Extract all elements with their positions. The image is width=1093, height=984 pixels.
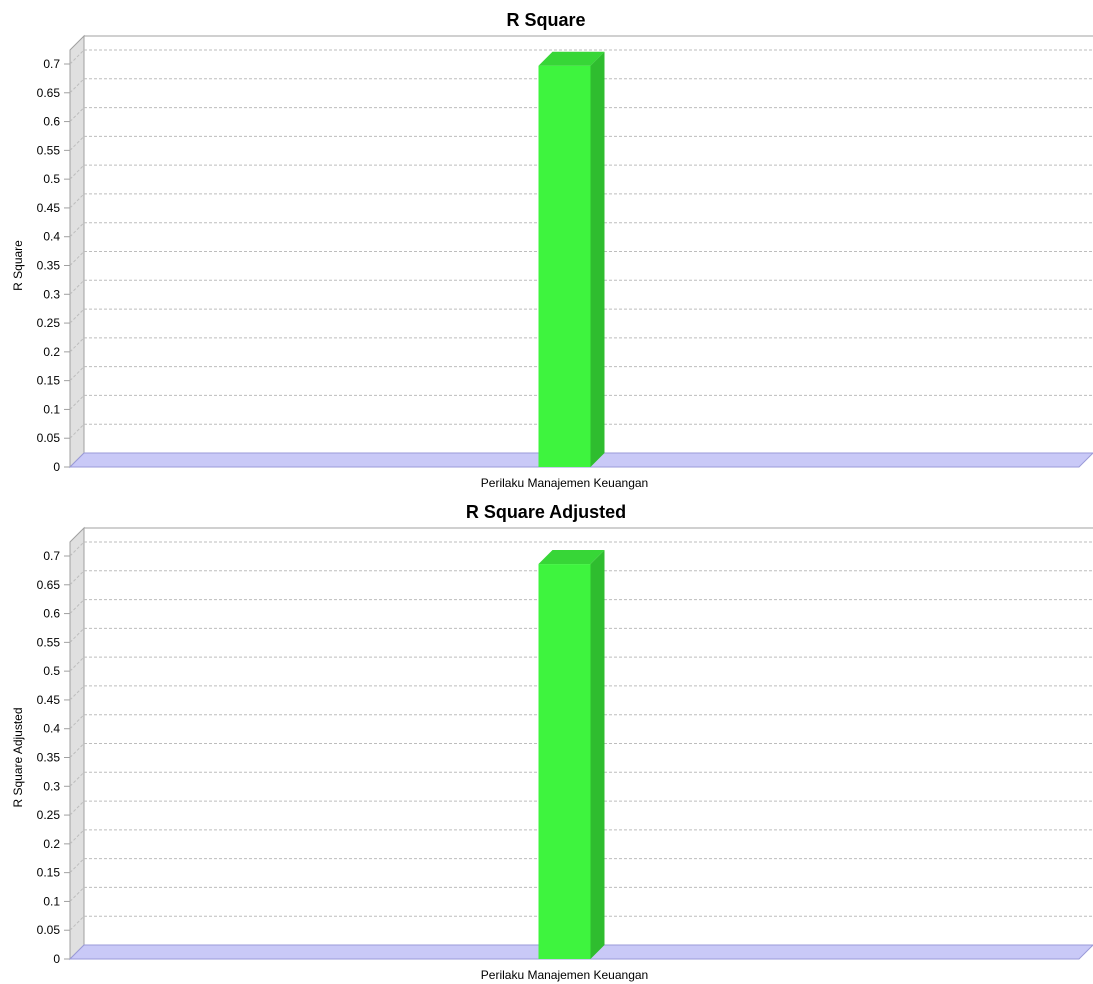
gridline-side <box>69 743 85 758</box>
gridline-side <box>69 423 85 439</box>
y-tick-label: 0.15 <box>37 374 61 388</box>
y-tick-label: 0.3 <box>43 287 60 301</box>
gridline-side <box>69 771 85 787</box>
y-tick-label: 0.5 <box>43 664 60 678</box>
bar-top <box>538 550 605 565</box>
y-tick-label: 0.65 <box>37 578 61 592</box>
left-wall <box>69 34 85 469</box>
gridline-side <box>69 800 85 816</box>
gridline-side <box>69 829 85 845</box>
y-tick-label: 0.05 <box>37 431 61 445</box>
y-tick-label: 0.5 <box>43 172 60 186</box>
gridline-side <box>69 164 85 180</box>
y-tick-label: 0.4 <box>43 722 60 736</box>
chart-title: R Square <box>506 10 585 30</box>
y-tick-label: 0.05 <box>37 923 61 937</box>
chart-title: R Square Adjusted <box>466 502 626 522</box>
y-tick-label: 0.7 <box>43 549 60 563</box>
y-tick-label: 0.1 <box>43 894 60 908</box>
y-tick-label: 0.4 <box>43 230 60 244</box>
y-tick-label: 0.3 <box>43 779 60 793</box>
gridline-side <box>69 685 85 701</box>
y-tick-label: 0 <box>53 952 60 966</box>
y-tick-label: 0.2 <box>43 345 60 359</box>
gridline-side <box>69 193 85 209</box>
y-tick-label: 0.6 <box>43 115 60 129</box>
gridline-side <box>69 337 85 353</box>
y-tick-label: 0 <box>53 460 60 474</box>
gridline-side <box>69 628 85 643</box>
y-axis-label: R Square Adjusted <box>11 707 25 807</box>
gridline-side <box>69 251 85 266</box>
y-tick-label: 0.7 <box>43 57 60 71</box>
gridline-side <box>69 279 85 295</box>
y-tick-label: 0.25 <box>37 316 61 330</box>
gridline-side <box>69 78 85 94</box>
gridline-side <box>69 222 85 238</box>
gridline-side <box>69 858 85 873</box>
gridline-side <box>69 570 85 586</box>
y-tick-label: 0.15 <box>37 866 61 880</box>
y-tick-label: 0.45 <box>37 693 61 707</box>
bar-side <box>590 51 605 467</box>
bar-front <box>538 564 591 959</box>
y-axis-label: R Square <box>11 240 25 291</box>
y-tick-label: 0.1 <box>43 402 60 416</box>
gridline-side <box>69 366 85 381</box>
y-tick-label: 0.35 <box>37 259 61 273</box>
y-tick-label: 0.45 <box>37 201 61 215</box>
x-category-label: Perilaku Manajemen Keuangan <box>481 968 648 982</box>
gridline-side <box>69 49 85 65</box>
bar-front <box>538 65 591 467</box>
x-category-label: Perilaku Manajemen Keuangan <box>481 476 648 490</box>
gridline-side <box>69 887 85 902</box>
gridline-side <box>69 136 85 151</box>
bar-side <box>590 550 605 959</box>
gridline-side <box>69 656 85 672</box>
y-tick-label: 0.55 <box>37 635 61 649</box>
y-tick-label: 0.55 <box>37 143 61 157</box>
gridline-side <box>69 395 85 410</box>
gridline-side <box>69 308 85 324</box>
y-tick-label: 0.25 <box>37 808 61 822</box>
left-wall <box>69 526 85 961</box>
bar-top <box>538 51 605 66</box>
gridline-side <box>69 915 85 931</box>
gridline-side <box>69 107 85 122</box>
gridline-side <box>69 541 85 557</box>
gridline-side <box>69 714 85 730</box>
y-tick-label: 0.65 <box>37 86 61 100</box>
y-tick-label: 0.35 <box>37 751 61 765</box>
y-tick-label: 0.2 <box>43 837 60 851</box>
gridline-side <box>69 599 85 614</box>
y-tick-label: 0.6 <box>43 607 60 621</box>
